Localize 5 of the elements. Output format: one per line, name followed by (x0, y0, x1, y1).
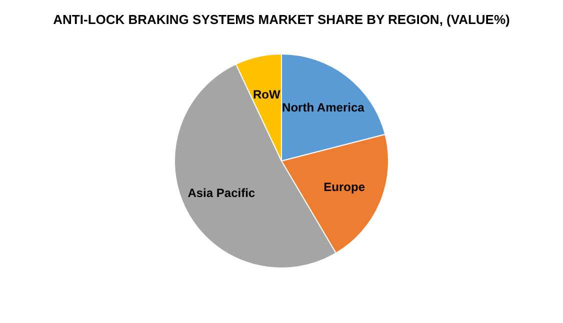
slice-label: North America (282, 100, 365, 114)
chart-title: ANTI-LOCK BRAKING SYSTEMS MARKET SHARE BY REGION, (VALUE%) (53, 12, 510, 27)
slice-label: Europe (324, 180, 366, 194)
slice-label: Asia Pacific (188, 186, 256, 200)
slice-label: RoW (253, 88, 281, 102)
